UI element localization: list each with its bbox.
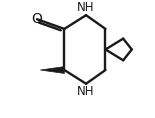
- Text: NH: NH: [77, 1, 95, 14]
- Text: NH: NH: [77, 85, 95, 98]
- Text: O: O: [31, 12, 42, 26]
- Polygon shape: [40, 67, 64, 73]
